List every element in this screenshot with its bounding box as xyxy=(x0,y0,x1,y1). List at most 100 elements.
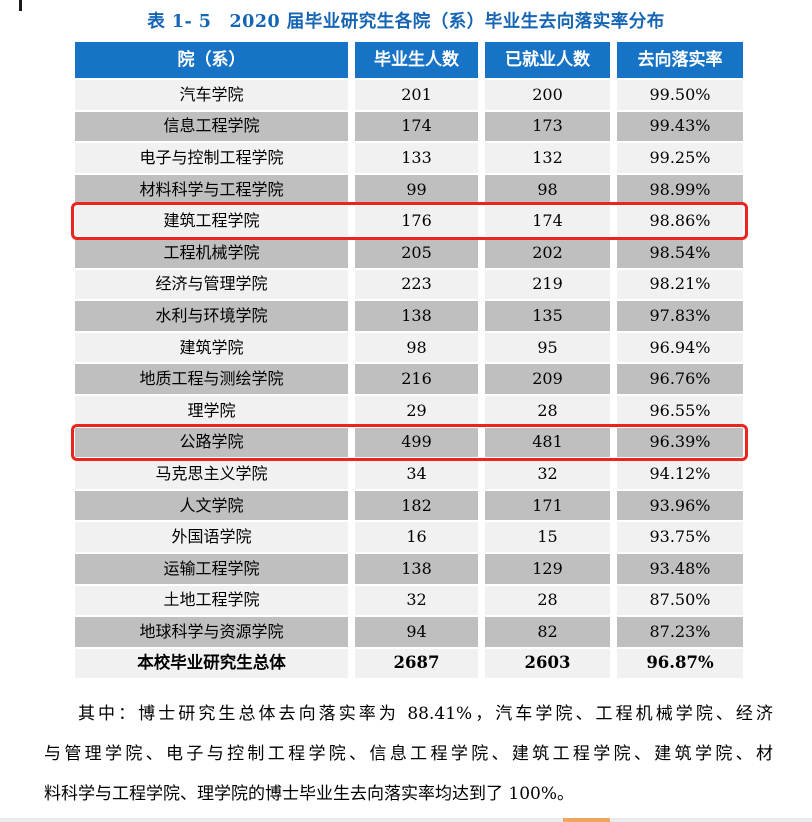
cell-college: 经济与管理学院 xyxy=(75,269,348,300)
cell-rate: 94.12% xyxy=(617,459,743,489)
cell-college: 本校毕业研究生总体 xyxy=(75,648,348,679)
cell-graduates: 94 xyxy=(355,617,478,647)
cell-rate: 98.54% xyxy=(617,237,743,268)
cell-rate: 93.48% xyxy=(617,553,743,584)
cell-rate: 99.43% xyxy=(617,111,743,142)
table-row: 电子与控制工程学院 133 132 99.25% xyxy=(75,143,744,173)
cell-college: 土地工程学院 xyxy=(75,585,348,616)
cell-rate: 87.23% xyxy=(617,617,743,647)
horizontal-scrollbar-thumb[interactable] xyxy=(563,818,610,822)
table-row: 信息工程学院 174 173 99.43% xyxy=(75,111,744,142)
cell-graduates: 2687 xyxy=(355,648,478,679)
cell-employed: 82 xyxy=(485,617,610,647)
table-row-highlighted: 公路学院 499 481 96.39% xyxy=(71,423,748,462)
cell-college: 地质工程与测绘学院 xyxy=(75,364,348,394)
cell-graduates: 176 xyxy=(355,206,478,236)
cell-employed: 28 xyxy=(485,585,610,616)
table-row: 经济与管理学院 223 219 98.21% xyxy=(75,269,744,300)
cell-employed: 481 xyxy=(485,427,610,458)
cell-rate: 87.50% xyxy=(617,585,743,616)
cell-college: 水利与环境学院 xyxy=(75,301,348,331)
cell-graduates: 223 xyxy=(355,269,478,300)
cell-rate: 96.39% xyxy=(617,427,743,458)
cell-employed: 171 xyxy=(485,490,610,521)
table-row: 人文学院 182 171 93.96% xyxy=(75,490,744,521)
cell-employed: 32 xyxy=(485,459,610,489)
cell-rate: 98.99% xyxy=(617,174,743,205)
cell-college: 建筑学院 xyxy=(75,332,348,363)
header-college: 院（系） xyxy=(75,42,348,78)
footnote-line: 与管理学院、电子与控制工程学院、信息工程学院、建筑工程学院、建筑学院、材 xyxy=(44,744,773,764)
employment-rate-table: 院（系） 毕业生人数 已就业人数 去向落实率 汽车学院 201 200 99.50% 信… xyxy=(71,42,748,680)
cell-rate: 93.75% xyxy=(617,522,743,552)
cell-employed: 202 xyxy=(485,237,610,268)
table-row: 水利与环境学院 138 135 97.83% xyxy=(75,301,744,331)
cell-employed: 209 xyxy=(485,364,610,394)
table-row: 外国语学院 16 15 93.75% xyxy=(75,522,744,552)
cell-college: 运输工程学院 xyxy=(75,553,348,584)
table-row: 地球科学与资源学院 94 82 87.23% xyxy=(75,617,744,647)
table-row: 工程机械学院 205 202 98.54% xyxy=(75,237,744,268)
cell-rate: 99.50% xyxy=(617,80,743,110)
cell-employed: 173 xyxy=(485,111,610,142)
cell-employed: 95 xyxy=(485,332,610,363)
cell-college: 人文学院 xyxy=(75,490,348,521)
table-row: 汽车学院 201 200 99.50% xyxy=(75,80,744,110)
cell-rate: 96.55% xyxy=(617,395,743,426)
cell-employed: 132 xyxy=(485,143,610,173)
horizontal-scrollbar-track xyxy=(0,818,812,822)
cell-graduates: 16 xyxy=(355,522,478,552)
header-employed: 已就业人数 xyxy=(485,42,610,78)
table-row: 建筑学院 98 95 96.94% xyxy=(75,332,744,363)
cell-college: 外国语学院 xyxy=(75,522,348,552)
table-row: 土地工程学院 32 28 87.50% xyxy=(75,585,744,616)
cell-college: 信息工程学院 xyxy=(75,111,348,142)
cell-graduates: 138 xyxy=(355,301,478,331)
cell-graduates: 138 xyxy=(355,553,478,584)
table-row-highlighted: 建筑工程学院 176 174 98.86% xyxy=(71,202,748,240)
cell-graduates: 99 xyxy=(355,174,478,205)
cell-graduates: 32 xyxy=(355,585,478,616)
cell-employed: 219 xyxy=(485,269,610,300)
header-rate: 去向落实率 xyxy=(617,42,743,78)
cursor-tick-mark xyxy=(19,0,22,11)
cell-graduates: 34 xyxy=(355,459,478,489)
cell-employed: 135 xyxy=(485,301,610,331)
cell-rate: 93.96% xyxy=(617,490,743,521)
cell-graduates: 201 xyxy=(355,80,478,110)
table-row: 马克思主义学院 34 32 94.12% xyxy=(75,459,744,489)
cell-rate: 98.86% xyxy=(617,206,743,236)
footnote-paragraph: 其中：博士研究生总体去向落实率为 88.41%，汽车学院、工程机械学院、经济与管… xyxy=(44,694,773,814)
table-title: 表 1- 5 2020 届毕业研究生各院（系）毕业生去向落实率分布 xyxy=(147,12,665,32)
cell-college: 地球科学与资源学院 xyxy=(75,617,348,647)
cell-graduates: 98 xyxy=(355,332,478,363)
cell-rate: 96.76% xyxy=(617,364,743,394)
cell-rate: 98.21% xyxy=(617,269,743,300)
table-header-row: 院（系） 毕业生人数 已就业人数 去向落实率 xyxy=(75,42,744,78)
cell-rate: 99.25% xyxy=(617,143,743,173)
cell-graduates: 499 xyxy=(355,427,478,458)
cell-college: 工程机械学院 xyxy=(75,237,348,268)
cell-college: 公路学院 xyxy=(75,427,348,458)
cell-college: 马克思主义学院 xyxy=(75,459,348,489)
table-row: 理学院 29 28 96.55% xyxy=(75,395,744,426)
cell-college: 电子与控制工程学院 xyxy=(75,143,348,173)
cell-rate: 96.87% xyxy=(617,648,743,679)
footnote-line: 其中：博士研究生总体去向落实率为 88.41%，汽车学院、工程机械学院、经济 xyxy=(78,704,773,724)
cell-employed: 15 xyxy=(485,522,610,552)
cell-college: 理学院 xyxy=(75,395,348,426)
cell-employed: 174 xyxy=(485,206,610,236)
table-row: 地质工程与测绘学院 216 209 96.76% xyxy=(75,364,744,394)
cell-employed: 129 xyxy=(485,553,610,584)
cell-college: 材料科学与工程学院 xyxy=(75,174,348,205)
cell-employed: 2603 xyxy=(485,648,610,679)
cell-employed: 98 xyxy=(485,174,610,205)
cell-graduates: 216 xyxy=(355,364,478,394)
header-graduates: 毕业生人数 xyxy=(355,42,478,78)
footnote-line: 料科学与工程学院、理学院的博士毕业生去向落实率均达到了 100%。 xyxy=(44,784,575,804)
table-row-total: 本校毕业研究生总体 2687 2603 96.87% xyxy=(75,648,744,679)
cell-college: 汽车学院 xyxy=(75,80,348,110)
cell-graduates: 133 xyxy=(355,143,478,173)
cell-college: 建筑工程学院 xyxy=(75,206,348,236)
